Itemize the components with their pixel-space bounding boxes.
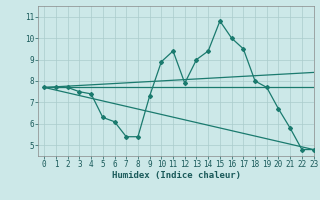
X-axis label: Humidex (Indice chaleur): Humidex (Indice chaleur) bbox=[111, 171, 241, 180]
